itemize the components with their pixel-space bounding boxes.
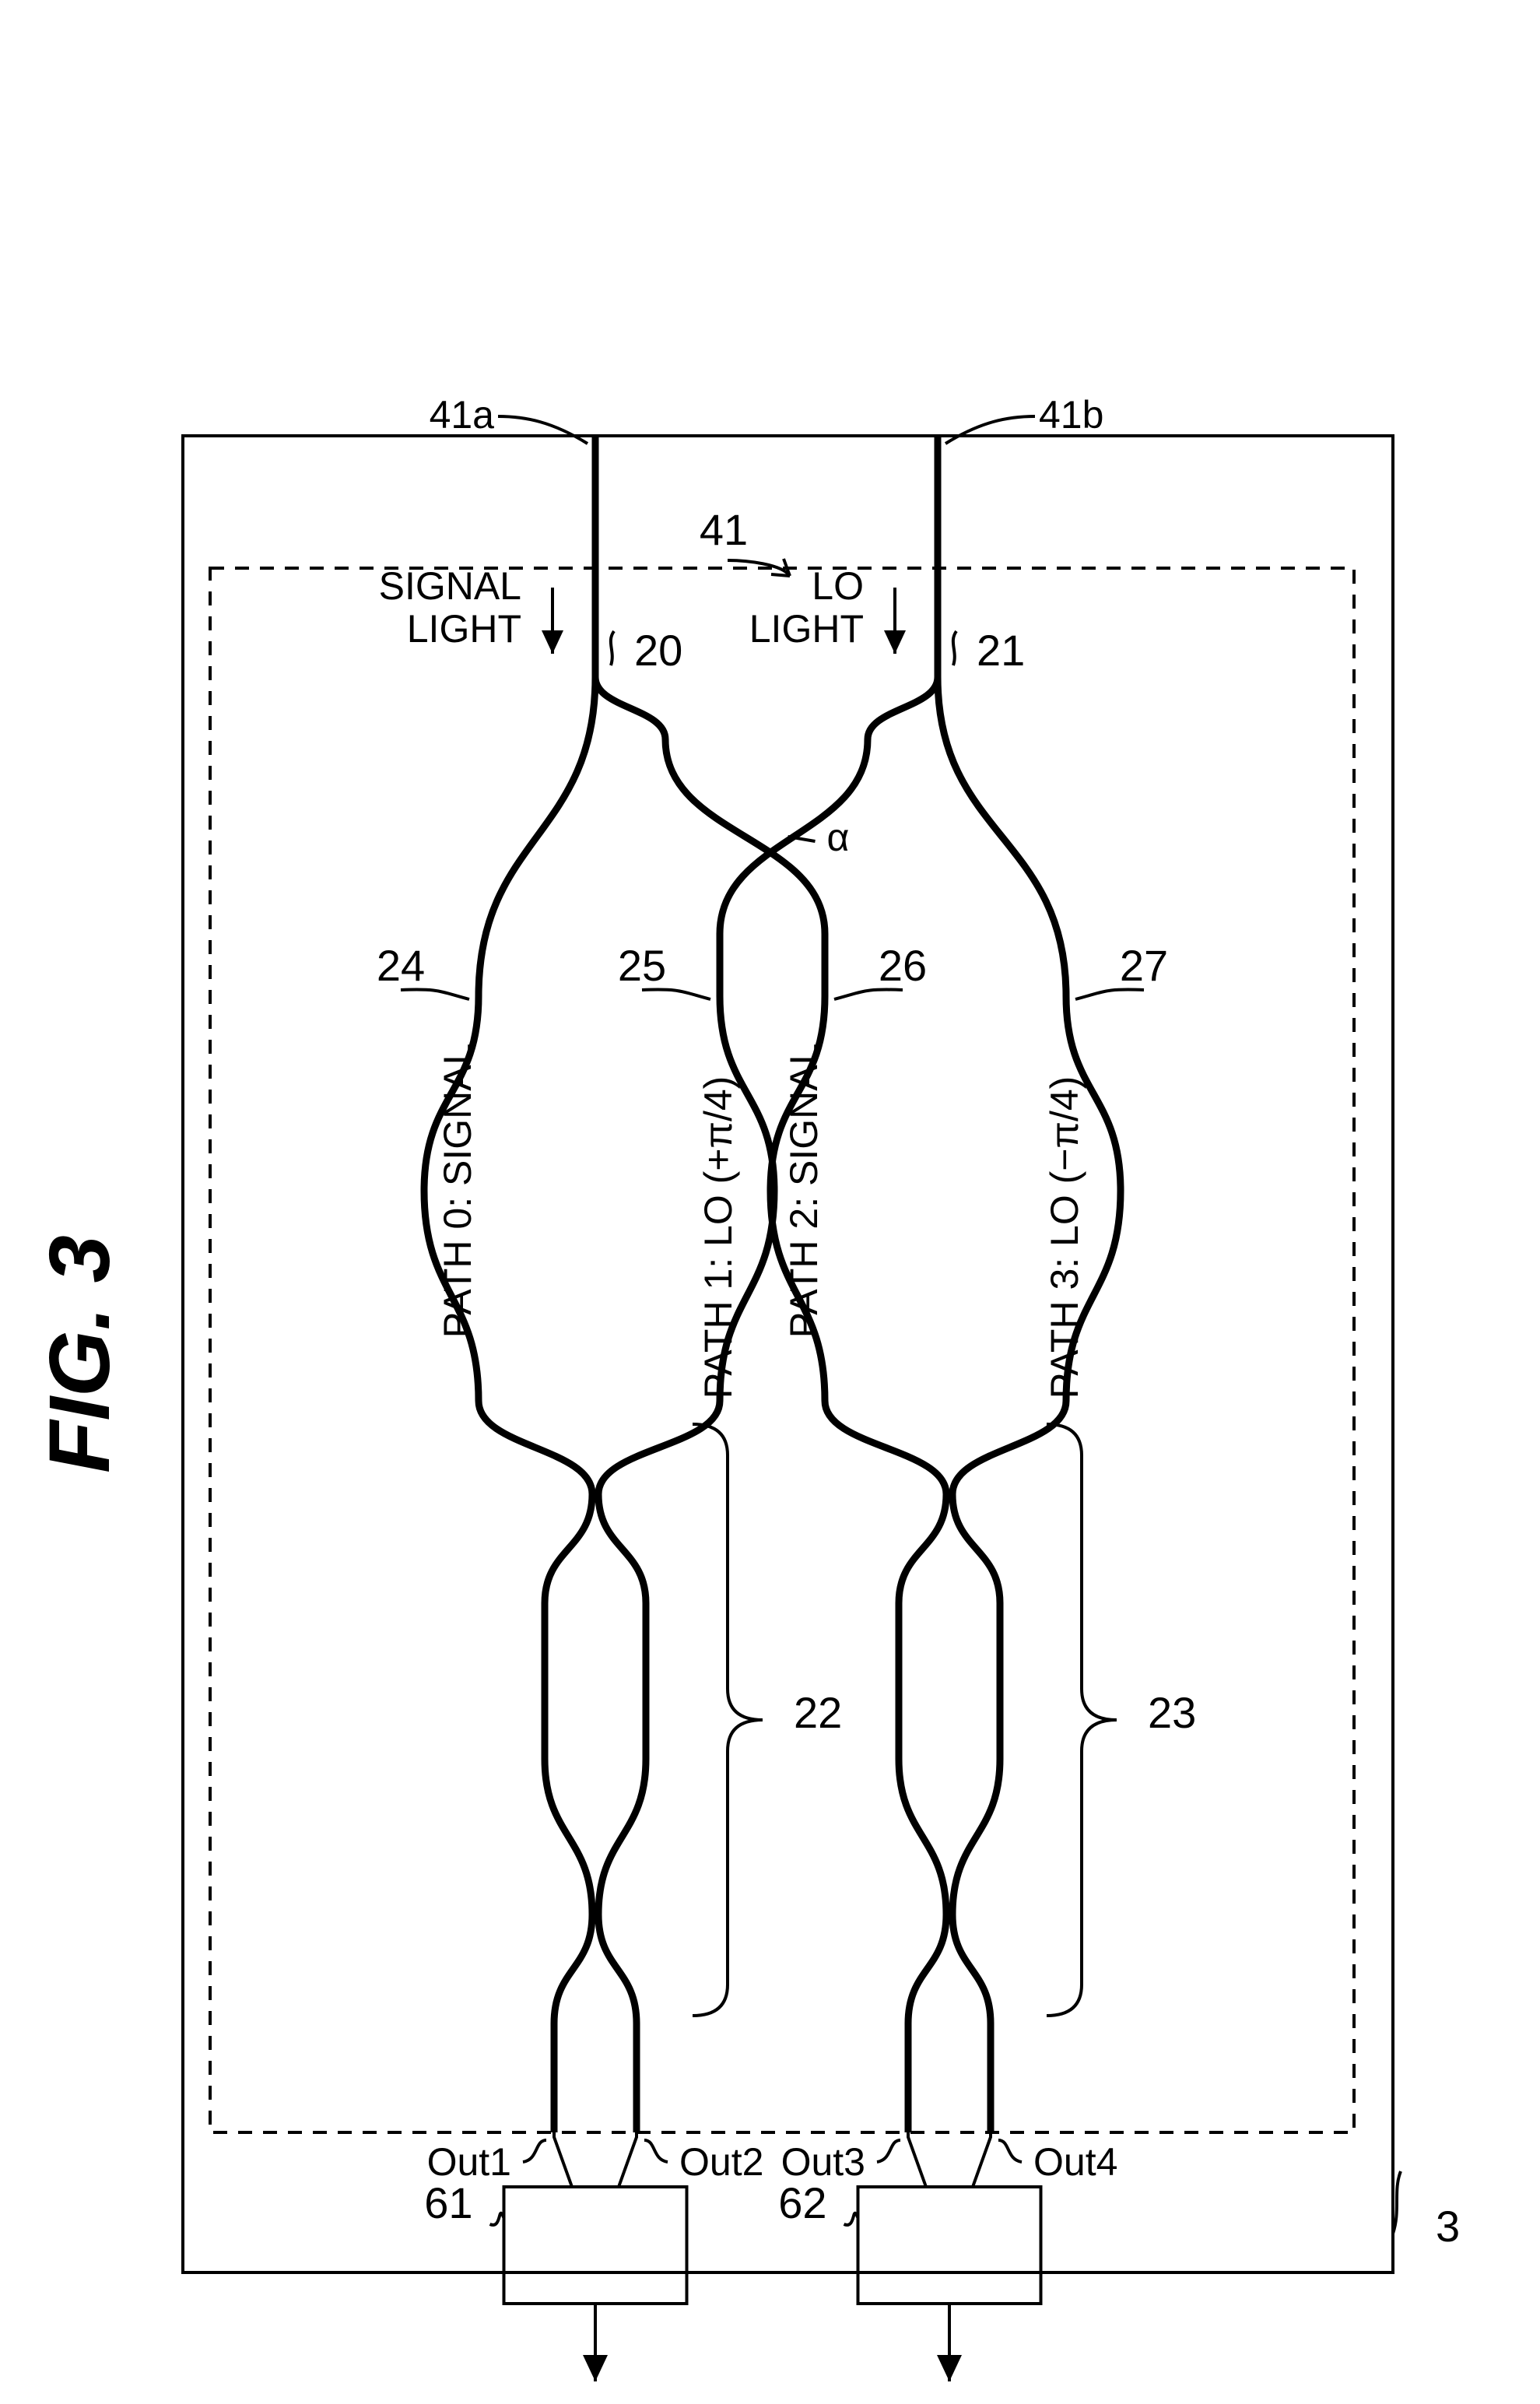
svg-text:41b: 41b (1039, 393, 1103, 437)
svg-text:25: 25 (618, 941, 666, 990)
svg-text:20: 20 (634, 626, 682, 675)
svg-text:27: 27 (1120, 941, 1168, 990)
svg-text:26: 26 (879, 941, 927, 990)
svg-text:LO: LO (812, 564, 864, 608)
svg-text:α: α (827, 816, 850, 859)
svg-text:Out1: Out1 (427, 2140, 511, 2184)
svg-text:Out3: Out3 (781, 2140, 865, 2184)
svg-text:3: 3 (1436, 2202, 1460, 2251)
svg-text:LIGHT: LIGHT (407, 607, 521, 651)
svg-text:41: 41 (700, 505, 748, 554)
svg-text:23: 23 (1148, 1688, 1196, 1737)
svg-text:Out2: Out2 (679, 2140, 763, 2184)
optical-hybrid-diagram: FIG. 3 41 3 22 23 Out1 Out2 Out3 Out4 61 62 41a 41b S… (0, 0, 1540, 2404)
svg-text:SIGNAL: SIGNAL (379, 564, 521, 608)
svg-text:LIGHT: LIGHT (749, 607, 864, 651)
svg-text:24: 24 (377, 941, 425, 990)
svg-text:41a: 41a (430, 393, 495, 437)
svg-text:PATH 0: SIGNAL: PATH 0: SIGNAL (436, 1044, 479, 1339)
chip-frame (183, 436, 1393, 2272)
figure-title: FIG. 3 (32, 1235, 128, 1473)
svg-text:PATH 1: LO (+π/4): PATH 1: LO (+π/4) (696, 1076, 740, 1399)
svg-text:21: 21 (977, 626, 1025, 675)
svg-text:Out4: Out4 (1033, 2140, 1117, 2184)
svg-text:PATH 2: SIGNAL: PATH 2: SIGNAL (782, 1044, 826, 1339)
inner-region (210, 568, 1354, 2132)
svg-text:PATH 3: LO (−π/4): PATH 3: LO (−π/4) (1043, 1076, 1086, 1399)
svg-text:22: 22 (794, 1688, 842, 1737)
svg-text:62: 62 (778, 2178, 826, 2227)
svg-text:61: 61 (424, 2178, 472, 2227)
